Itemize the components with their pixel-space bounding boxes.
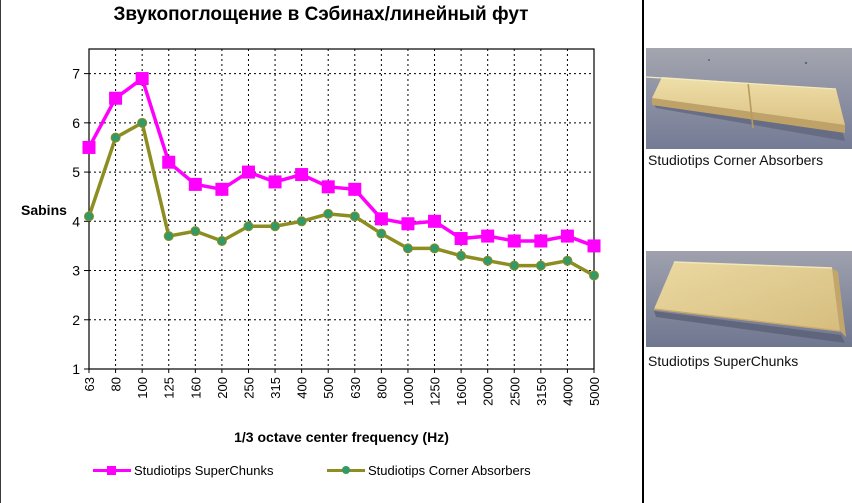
- svg-text:80: 80: [109, 377, 124, 391]
- svg-text:1600: 1600: [454, 377, 469, 406]
- svg-text:315: 315: [268, 377, 283, 399]
- chart-title: Звукопоглощение в Сэбинах/линейный фут: [113, 4, 529, 25]
- svg-text:4: 4: [72, 213, 80, 229]
- svg-text:100: 100: [135, 377, 150, 399]
- svg-text:2500: 2500: [507, 377, 522, 406]
- svg-text:63: 63: [82, 377, 97, 391]
- svg-text:3150: 3150: [534, 377, 549, 406]
- svg-text:160: 160: [188, 377, 203, 399]
- superchunks-caption: Studiotips SuperChunks: [648, 353, 799, 369]
- svg-text:6: 6: [72, 115, 80, 131]
- svg-text:4000: 4000: [560, 377, 575, 406]
- corner-absorbers-caption: Studiotips Corner Absorbers: [648, 152, 824, 168]
- svg-text:400: 400: [295, 377, 310, 399]
- legend-item-superchunks: Studiotips SuperChunks: [93, 462, 273, 478]
- superchunks-photo: [646, 251, 852, 347]
- x-axis-title: 1/3 octave center frequency (Hz): [234, 429, 449, 445]
- svg-text:500: 500: [321, 377, 336, 399]
- svg-text:1250: 1250: [428, 377, 443, 406]
- svg-text:5000: 5000: [587, 377, 602, 406]
- svg-text:250: 250: [241, 377, 256, 399]
- y-axis-title: Sabins: [21, 202, 67, 218]
- svg-text:1000: 1000: [401, 377, 416, 406]
- corner-absorbers-photo: [646, 48, 852, 149]
- legend-item-corner-absorbers: Studiotips Corner Absorbers: [327, 462, 531, 478]
- svg-text:2: 2: [72, 312, 80, 328]
- absorption-line-chart: 1 2 3 4 5 6 7 63 80 100 125 160 200 250 315 400 500 630 80…: [72, 48, 602, 406]
- svg-text:5: 5: [72, 164, 80, 180]
- svg-text:800: 800: [374, 377, 389, 399]
- svg-text:2000: 2000: [481, 377, 496, 406]
- legend-label: Studiotips SuperChunks: [134, 462, 274, 478]
- svg-text:630: 630: [348, 377, 363, 399]
- legend-label: Studiotips Corner Absorbers: [368, 462, 531, 478]
- corner-absorbers-legend-swatch: [327, 462, 365, 478]
- product-photos-panel: Studiotips Corner Absorbers Studiotips S…: [642, 0, 852, 503]
- svg-text:200: 200: [215, 377, 230, 399]
- superchunks-legend-swatch: [93, 462, 131, 478]
- svg-text:1: 1: [72, 361, 80, 377]
- svg-text:125: 125: [162, 377, 177, 399]
- svg-text:7: 7: [72, 66, 80, 82]
- svg-text:3: 3: [72, 263, 80, 279]
